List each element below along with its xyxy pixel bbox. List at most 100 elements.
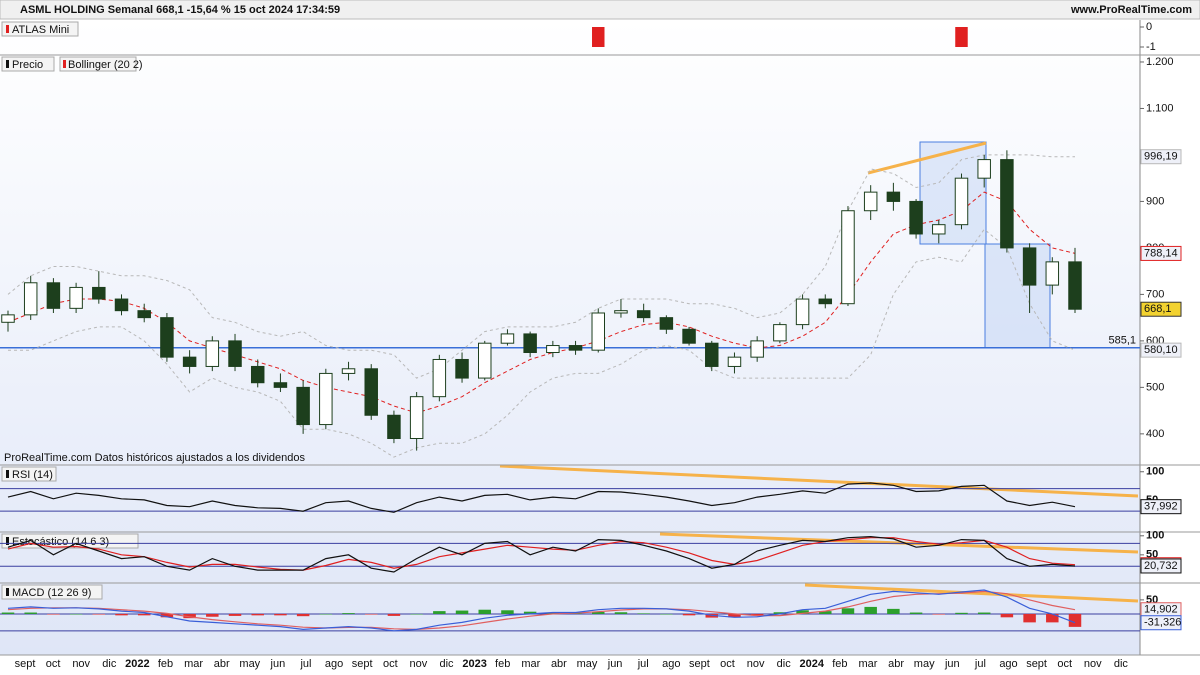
y-tick-label: 700 bbox=[1146, 288, 1164, 300]
candle-body bbox=[1045, 261, 1060, 286]
bar bbox=[410, 613, 423, 615]
candle-body bbox=[977, 159, 991, 179]
candle-body bbox=[273, 382, 288, 388]
x-tick-label: abr bbox=[551, 658, 567, 670]
value-tag bbox=[1140, 245, 1182, 261]
bar bbox=[750, 613, 764, 616]
candle-body bbox=[523, 333, 537, 354]
candle-body bbox=[795, 298, 810, 326]
bar bbox=[433, 611, 446, 614]
bar bbox=[955, 612, 968, 614]
y-tick-label: 1.200 bbox=[1146, 56, 1174, 68]
x-tick-label: abr bbox=[214, 658, 230, 670]
x-tick-label: oct bbox=[720, 658, 735, 670]
bar bbox=[637, 613, 650, 614]
legend-swatch bbox=[6, 588, 9, 596]
candle-body bbox=[182, 356, 197, 367]
x-tick-label: nov bbox=[72, 658, 90, 670]
x-tick-label: jun bbox=[944, 658, 960, 670]
x-tick-label: jun bbox=[270, 658, 286, 670]
candle-body bbox=[319, 372, 333, 426]
x-tick-label: dic bbox=[1114, 658, 1129, 670]
panel-title: MACD (12 26 9) bbox=[12, 587, 91, 599]
panel-title: ATLAS Mini bbox=[12, 24, 69, 36]
trendline bbox=[867, 141, 987, 175]
candle-body bbox=[1022, 247, 1037, 286]
bar bbox=[523, 611, 537, 614]
horizontal-line-label: 585,1 bbox=[1108, 335, 1136, 347]
y-tick-label: 100 bbox=[1146, 530, 1164, 542]
x-tick-label: jul bbox=[974, 658, 986, 670]
value-tag bbox=[1140, 149, 1182, 165]
candle-body bbox=[69, 286, 83, 309]
note: ProRealTime.com Datos históricos ajustad… bbox=[4, 452, 306, 464]
legend-swatch bbox=[6, 537, 9, 545]
x-tick-label: ago bbox=[325, 658, 343, 670]
bar bbox=[955, 27, 968, 47]
y-tick-label: 400 bbox=[1146, 428, 1164, 440]
bar bbox=[251, 613, 264, 616]
value-tag-label: 14,902 bbox=[1144, 604, 1178, 616]
candle-body bbox=[636, 310, 651, 319]
x-tick-label: ago bbox=[999, 658, 1017, 670]
value-tag-label: -31,326 bbox=[1144, 617, 1181, 629]
x-tick-label: feb bbox=[158, 658, 173, 670]
bar bbox=[387, 613, 401, 616]
y-tick-label: 500 bbox=[1146, 381, 1164, 393]
x-tick-label: dic bbox=[439, 658, 454, 670]
annotation-box bbox=[919, 141, 987, 245]
bar bbox=[1023, 613, 1036, 623]
bar bbox=[342, 613, 355, 614]
candle-body bbox=[341, 368, 356, 374]
candle-body bbox=[409, 396, 424, 440]
bar bbox=[160, 613, 174, 618]
candle-body bbox=[591, 312, 605, 351]
series-line bbox=[7, 482, 1076, 513]
bar bbox=[137, 613, 151, 616]
x-tick-label: sept bbox=[689, 658, 710, 670]
value-tag-label: 20,732 bbox=[1144, 560, 1178, 572]
value-tag bbox=[1140, 342, 1182, 358]
candle-body bbox=[841, 210, 855, 305]
x-tick-label: dic bbox=[102, 658, 117, 670]
bar bbox=[1000, 613, 1014, 618]
x-tick-label: nov bbox=[747, 658, 765, 670]
series-line bbox=[7, 537, 1076, 571]
candle-body bbox=[659, 317, 674, 330]
x-tick-label: oct bbox=[46, 658, 61, 670]
candle-body bbox=[614, 310, 628, 314]
header-title: ASML HOLDING Semanal 668,1 -15,64 % 15 o… bbox=[20, 4, 340, 16]
candle-body bbox=[250, 365, 265, 384]
bar bbox=[183, 613, 196, 619]
candle-body bbox=[478, 342, 492, 379]
bar bbox=[92, 613, 106, 615]
y-tick-label: 900 bbox=[1146, 195, 1164, 207]
candle-body bbox=[92, 286, 106, 300]
candle-body bbox=[364, 368, 378, 416]
candle-body bbox=[909, 200, 923, 235]
bar bbox=[115, 613, 128, 616]
bar bbox=[1046, 613, 1059, 623]
y-tick-label: 1.100 bbox=[1146, 102, 1174, 114]
x-tick-label: may bbox=[577, 658, 598, 670]
panel-title-box bbox=[1, 56, 55, 72]
x-tick-label: jun bbox=[607, 658, 623, 670]
value-tag-label: 668,1 bbox=[1144, 303, 1172, 315]
candle-body bbox=[137, 310, 151, 319]
bar bbox=[841, 608, 855, 614]
x-tick-label: sept bbox=[352, 658, 373, 670]
bar bbox=[819, 611, 832, 614]
candle-body bbox=[455, 358, 469, 379]
candle-body bbox=[1000, 159, 1014, 249]
bar bbox=[1, 612, 15, 614]
bar bbox=[69, 613, 83, 615]
x-tick-label: mar bbox=[859, 658, 878, 670]
candle-body bbox=[773, 324, 787, 342]
candle-body bbox=[932, 224, 946, 235]
bar bbox=[682, 613, 696, 616]
value-tag-label: 996,19 bbox=[1144, 151, 1178, 163]
x-tick-label: may bbox=[239, 658, 260, 670]
y-tick-label: 0 bbox=[1146, 21, 1152, 33]
